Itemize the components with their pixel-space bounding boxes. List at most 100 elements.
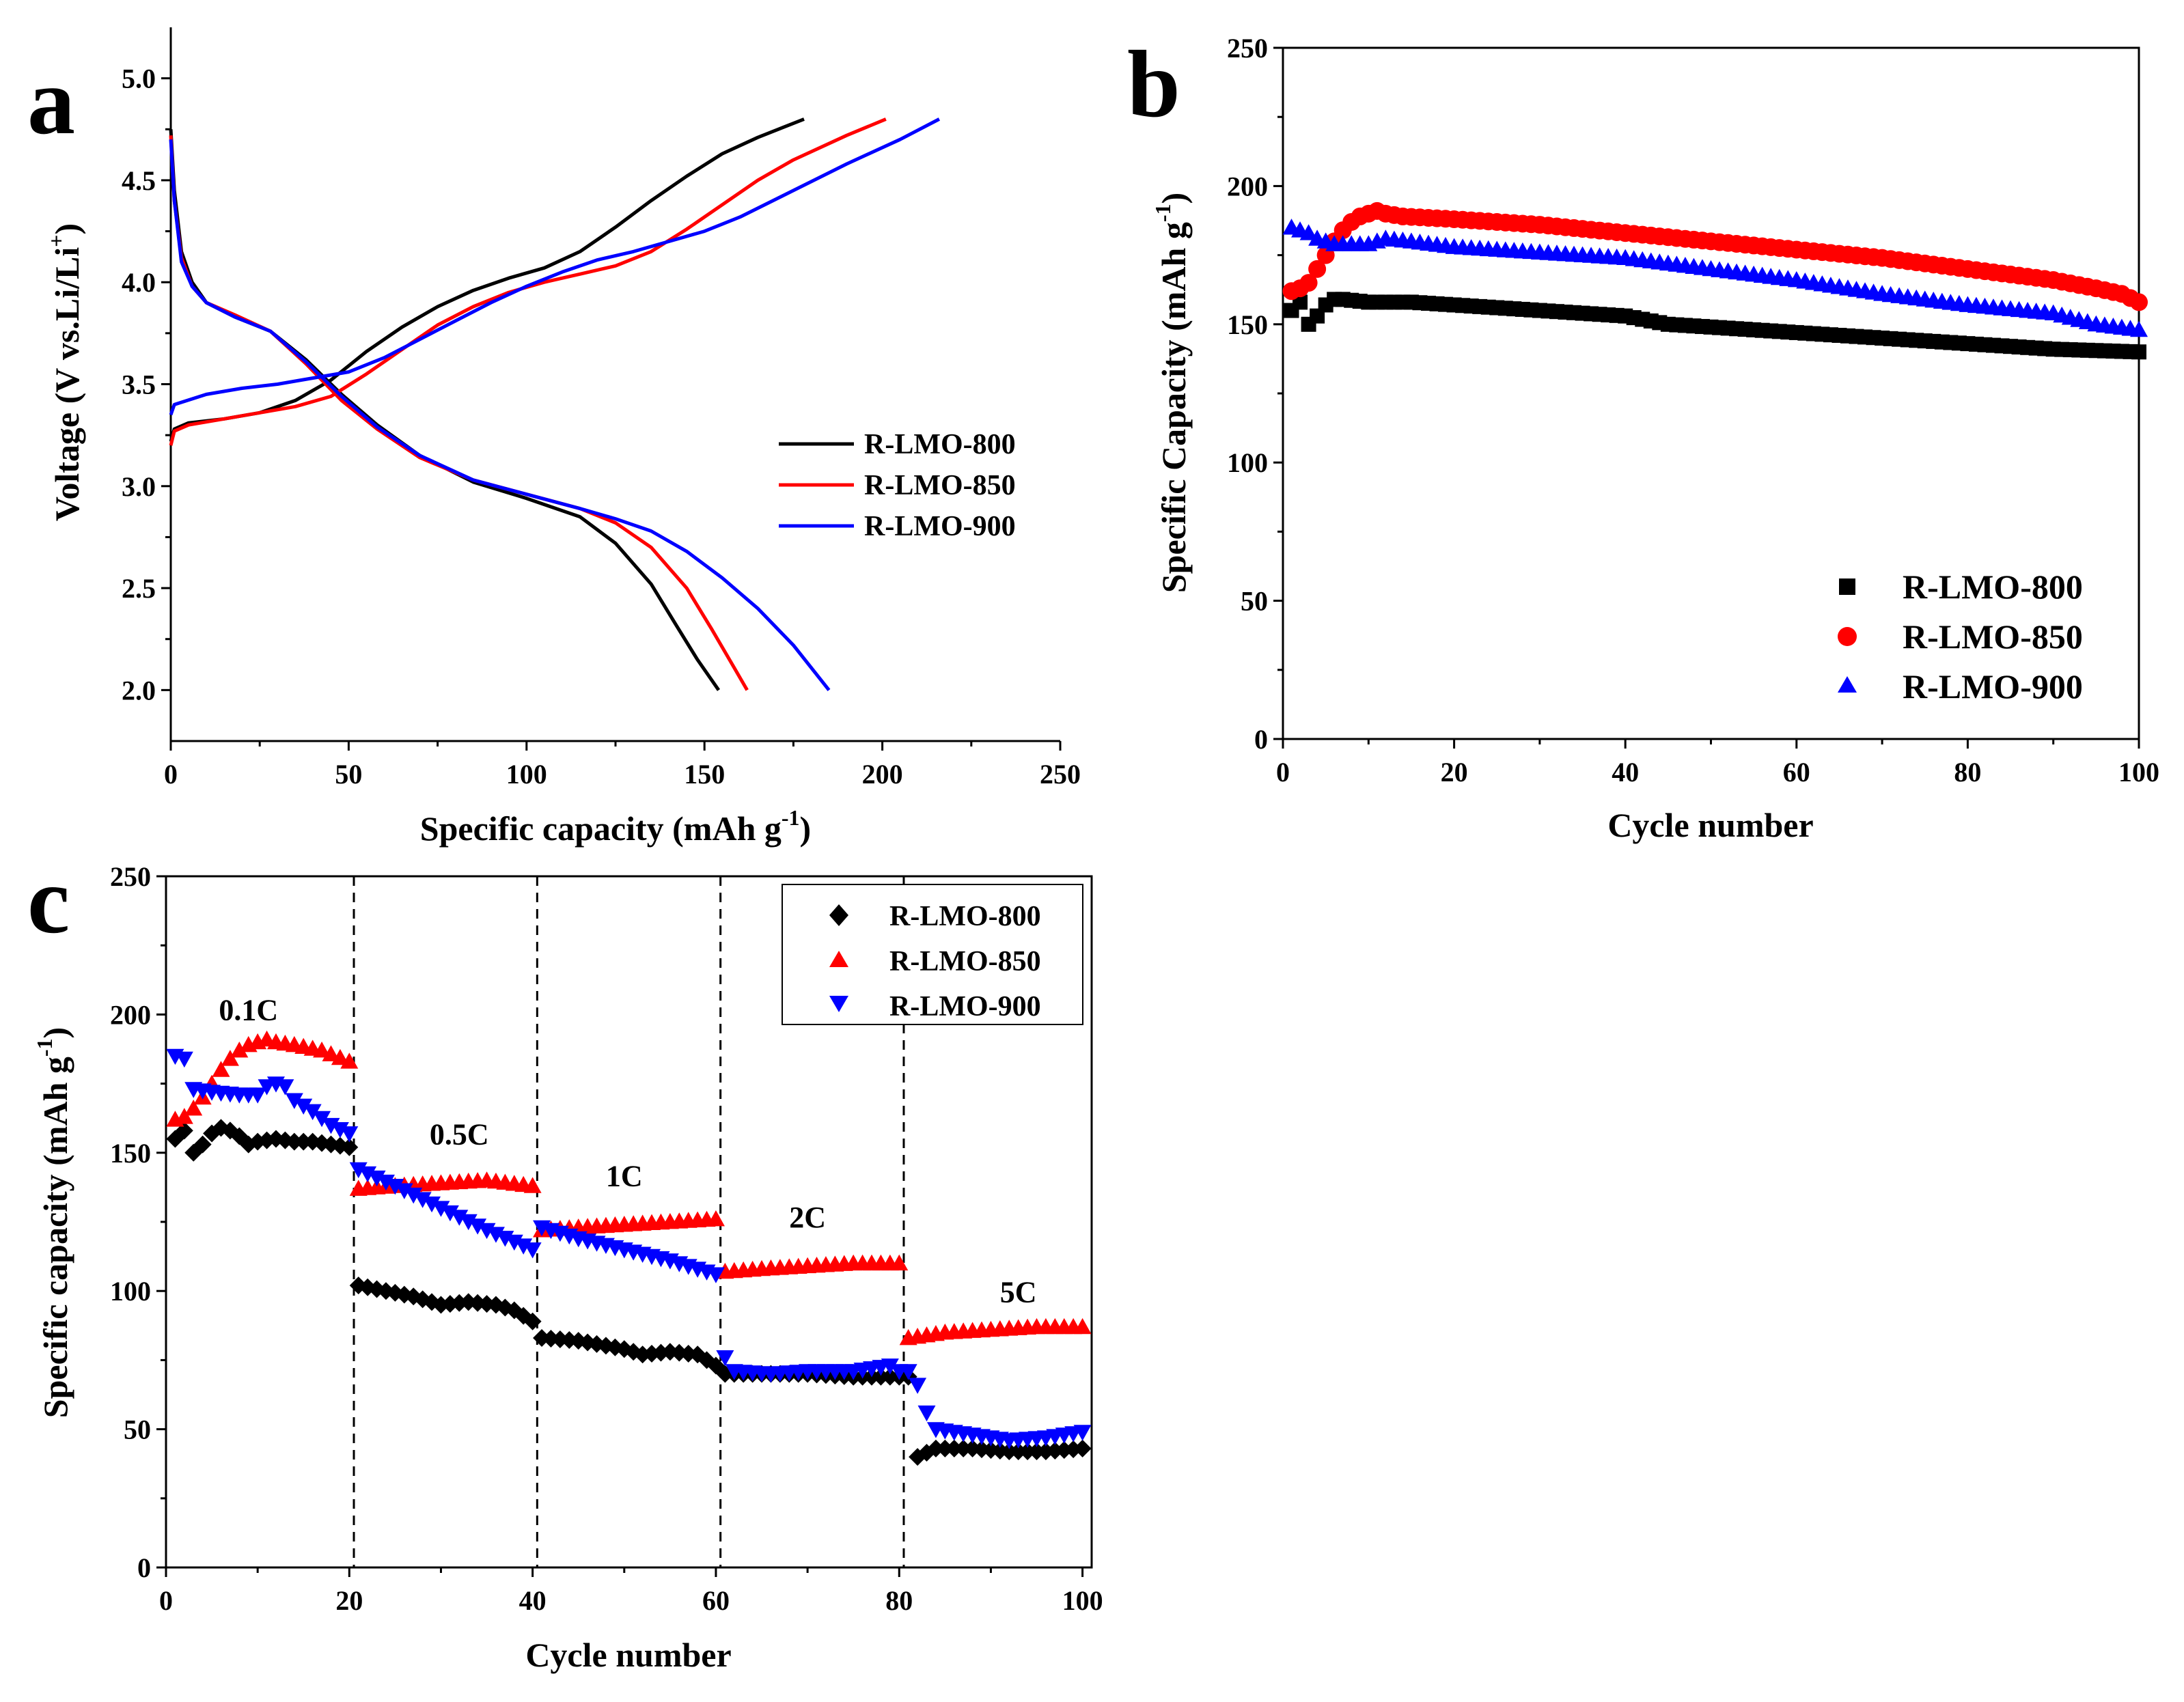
panel-b-letter: b — [1127, 31, 1180, 137]
point-c-r-lmo-800-cycle-100 — [1073, 1439, 1092, 1457]
point-c-r-lmo-900-cycle-17 — [313, 1111, 331, 1128]
point-c-r-lmo-900-cycle-29 — [423, 1196, 441, 1213]
point-c-r-lmo-900-cycle-81 — [899, 1364, 917, 1380]
point-c-r-lmo-900-cycle-23 — [368, 1170, 386, 1187]
legend-a-label-800: R-LMO-800 — [864, 429, 1016, 460]
panel-c-ticks: 0 20 40 60 80 100 0 50 100 150 200 250 — [110, 861, 1103, 1616]
point-c-r-lmo-850-cycle-40 — [523, 1177, 542, 1193]
point-c-r-lmo-850-cycle-60 — [706, 1210, 725, 1227]
panel-a-letter: a — [27, 48, 75, 154]
panel-a-xtick-label-150: 150 — [684, 759, 725, 790]
curve-r-lmo-900-discharge — [169, 139, 831, 691]
point-c-r-lmo-900-cycle-83 — [917, 1405, 936, 1422]
point-c-r-lmo-800-cycle-94 — [1019, 1442, 1037, 1460]
rate-label-0-5c: 0.5C — [430, 1118, 489, 1152]
panel-b-points — [1282, 201, 2148, 360]
point-c-r-lmo-800-cycle-84 — [926, 1439, 945, 1457]
panel-c-xtick-label-60: 60 — [702, 1585, 730, 1616]
panel-c-ytick-label-0: 0 — [137, 1552, 151, 1583]
panel-c-xtick-label-80: 80 — [885, 1585, 913, 1616]
point-c-r-lmo-850-cycle-2 — [175, 1108, 193, 1124]
panel-a-xtick-label-50: 50 — [335, 759, 362, 790]
curve-r-lmo-800-charge — [169, 117, 805, 442]
point-c-r-lmo-900-cycle-32 — [450, 1210, 469, 1226]
panel-b-ylabel: Specific Capacity (mAh g-1) — [1150, 193, 1193, 593]
panel-b-ytick-label-50: 50 — [1241, 586, 1268, 617]
point-c-r-lmo-900-cycle-13 — [276, 1079, 294, 1096]
panel-b-xlabel: Cycle number — [1607, 806, 1813, 844]
panel-c-xtick-label-100: 100 — [1062, 1585, 1103, 1616]
panel-a-legend: R-LMO-800 R-LMO-850 R-LMO-900 — [779, 429, 1016, 542]
point-c-r-lmo-900-cycle-60 — [706, 1267, 725, 1283]
legend-c-marker-850 — [829, 951, 848, 967]
point-b-r-lmo-800-cycle-100 — [2131, 344, 2146, 360]
point-c-r-lmo-800-cycle-40 — [523, 1312, 542, 1330]
legend-c-label-850: R-LMO-850 — [889, 946, 1041, 977]
legend-b-label-800: R-LMO-800 — [1903, 568, 2083, 606]
point-c-r-lmo-900-cycle-19 — [331, 1121, 349, 1139]
panel-a-xtick-label-0: 0 — [164, 759, 178, 790]
panel-c-legend: R-LMO-800 R-LMO-850 R-LMO-900 — [782, 884, 1083, 1025]
panel-a: a 0 50 100 150 200 250 2.0 2.5 3.0 3.5 4.0 4.5 5.0 S… — [27, 27, 1081, 848]
legend-b-label-900: R-LMO-900 — [1903, 667, 2083, 706]
point-c-r-lmo-900-cycle-31 — [441, 1205, 459, 1222]
point-c-r-lmo-900-cycle-27 — [404, 1187, 423, 1204]
point-c-r-lmo-900-cycle-28 — [413, 1192, 432, 1208]
rate-label-1c: 1C — [606, 1159, 643, 1192]
panel-b-xtick-label-80: 80 — [1954, 757, 1981, 787]
curve-r-lmo-850-charge — [169, 117, 887, 446]
point-c-r-lmo-800-cycle-93 — [1009, 1442, 1027, 1460]
point-c-r-lmo-800-cycle-4 — [193, 1135, 212, 1154]
point-c-r-lmo-900-cycle-79 — [881, 1358, 899, 1375]
point-c-r-lmo-900-cycle-16 — [303, 1104, 322, 1121]
panel-b-ticks: 0 20 40 60 80 100 0 50 100 150 200 250 — [1227, 33, 2159, 787]
panel-b-xtick-label-60: 60 — [1783, 757, 1810, 787]
panel-a-xtick-label-100: 100 — [506, 759, 547, 790]
legend-b-marker-900 — [1838, 676, 1857, 693]
point-c-r-lmo-850-cycle-19 — [331, 1048, 349, 1065]
point-c-r-lmo-800-cycle-78 — [872, 1367, 890, 1386]
point-c-r-lmo-900-cycle-2 — [175, 1051, 193, 1068]
legend-b-marker-850 — [1838, 627, 1857, 646]
legend-c-label-800: R-LMO-800 — [889, 901, 1041, 932]
point-c-r-lmo-850-cycle-7 — [221, 1050, 239, 1066]
point-c-r-lmo-800-cycle-95 — [1027, 1442, 1046, 1460]
point-c-r-lmo-800-cycle-85 — [936, 1439, 954, 1457]
panel-a-xtick-label-250: 250 — [1040, 759, 1081, 790]
panel-b-xtick-label-0: 0 — [1276, 757, 1290, 787]
point-c-r-lmo-900-cycle-10 — [249, 1087, 267, 1104]
point-c-r-lmo-900-cycle-82 — [909, 1378, 927, 1394]
point-c-r-lmo-800-cycle-86 — [945, 1439, 963, 1457]
point-c-r-lmo-900-cycle-61 — [716, 1350, 734, 1367]
point-c-r-lmo-800-cycle-14 — [285, 1132, 303, 1151]
point-c-r-lmo-850-cycle-20 — [340, 1052, 359, 1069]
point-c-r-lmo-900-cycle-25 — [386, 1178, 404, 1195]
legend-b-label-850: R-LMO-850 — [1903, 617, 2083, 656]
panel-b-ytick-label-100: 100 — [1227, 447, 1268, 478]
point-c-r-lmo-850-cycle-8 — [230, 1042, 249, 1058]
panel-c-xtick-label-0: 0 — [159, 1585, 173, 1616]
panel-c-xlabel: Cycle number — [525, 1636, 731, 1674]
rate-label-5c: 5C — [1000, 1275, 1037, 1309]
legend-c-marker-900 — [829, 996, 848, 1012]
point-b-r-lmo-850-cycle-100 — [2130, 293, 2148, 311]
point-c-r-lmo-900-cycle-21 — [349, 1162, 368, 1179]
point-c-r-lmo-900-cycle-14 — [285, 1093, 303, 1109]
point-c-r-lmo-900-cycle-18 — [322, 1117, 340, 1134]
panel-b-legend: R-LMO-800 R-LMO-850 R-LMO-900 — [1838, 568, 2083, 706]
point-c-r-lmo-900-cycle-22 — [359, 1166, 377, 1183]
legend-c-label-900: R-LMO-900 — [889, 991, 1041, 1022]
point-c-r-lmo-850-cycle-6 — [212, 1061, 230, 1077]
panel-a-ytick-label-3: 3.0 — [122, 471, 156, 502]
panel-a-ytick-label-4: 4.0 — [122, 267, 156, 298]
panel-b: b 0 20 40 60 80 100 0 50 100 150 200 250 Cycle numb… — [1127, 31, 2159, 844]
point-c-r-lmo-900-cycle-40 — [523, 1242, 542, 1259]
point-b-r-lmo-900-cycle-3 — [1299, 224, 1318, 240]
panel-b-ytick-label-150: 150 — [1227, 309, 1268, 340]
legend-a-label-850: R-LMO-850 — [864, 470, 1016, 501]
panel-c-ytick-label-150: 150 — [110, 1138, 151, 1169]
panel-c-points — [166, 1030, 1092, 1466]
point-c-r-lmo-800-cycle-20 — [340, 1138, 359, 1156]
point-c-r-lmo-800-cycle-87 — [954, 1439, 973, 1457]
